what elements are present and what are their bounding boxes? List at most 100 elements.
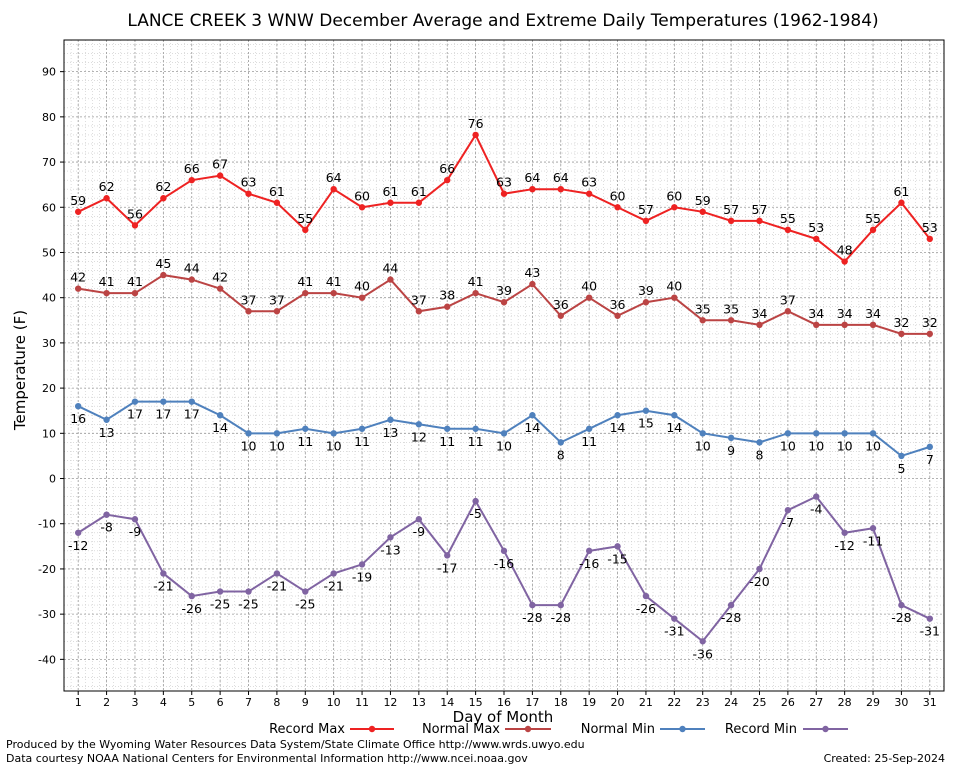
legend-marker-record-min (822, 725, 829, 733)
x-tick-label: 31 (923, 696, 937, 709)
normal-max-data-label: 34 (752, 306, 768, 321)
normal-min-data-label: 10 (865, 438, 881, 453)
normal-max-point (784, 308, 792, 315)
record-min-data-label: -9 (129, 524, 142, 539)
normal-min-data-label: 10 (808, 438, 824, 453)
record-max-data-label: 62 (99, 179, 115, 194)
record-max-point (302, 226, 309, 234)
x-tick-label: 17 (525, 696, 539, 709)
record-max-data-label: 60 (354, 188, 370, 203)
record-max-data-label: 55 (865, 211, 881, 226)
normal-max-point (529, 280, 536, 288)
normal-min-data-label: 14 (610, 420, 626, 435)
record-max-data-label: 57 (752, 202, 768, 217)
x-tick-label: 5 (188, 696, 195, 709)
x-tick-label: 8 (273, 696, 280, 709)
normal-max-point (103, 289, 110, 297)
normal-min-data-label: 10 (326, 438, 342, 453)
normal-max-point (131, 289, 139, 297)
record-max-point (188, 176, 195, 184)
record-max-point (585, 190, 593, 197)
record-max-point (358, 204, 366, 211)
record-max-data-label: 64 (326, 170, 342, 185)
normal-min-point (103, 416, 110, 423)
x-tick-label: 3 (131, 696, 138, 709)
normal-min-point (74, 402, 82, 410)
x-tick-label: 4 (160, 696, 167, 709)
record-max-data-label: 64 (553, 170, 569, 185)
record-min-point (387, 534, 394, 541)
normal-max-point (302, 289, 309, 297)
normal-min-point (358, 425, 366, 432)
y-tick-label: 0 (49, 473, 56, 486)
normal-min-data-label: 10 (780, 438, 796, 453)
normal-min-data-label: 14 (524, 420, 540, 435)
normal-min-data-label: 8 (756, 447, 764, 462)
normal-max-data-label: 37 (780, 292, 796, 307)
normal-min-data-label: 13 (382, 425, 398, 440)
normal-max-data-label: 37 (269, 292, 285, 307)
normal-max-data-label: 40 (581, 279, 597, 294)
normal-max-point (557, 312, 564, 319)
normal-min-data-label: 10 (695, 438, 711, 453)
record-min-point (74, 529, 82, 536)
normal-min-data-label: 8 (557, 447, 565, 462)
normal-max-data-label: 35 (723, 301, 739, 316)
record-max-data-label: 60 (610, 188, 626, 203)
record-min-data-label: -16 (579, 556, 599, 571)
normal-min-data-label: 17 (155, 407, 171, 422)
y-tick-label: 60 (42, 201, 56, 214)
normal-max-data-label: 41 (127, 274, 143, 289)
record-min-data-label: -7 (782, 515, 794, 530)
record-max-point (642, 217, 650, 225)
normal-min-point (216, 412, 224, 419)
normal-max-data-label: 41 (326, 274, 342, 289)
normal-min-data-label: 10 (241, 438, 257, 453)
normal-max-point (245, 308, 252, 315)
record-min-data-label: -5 (469, 506, 481, 521)
record-max-data-label: 61 (269, 184, 285, 199)
normal-max-point (472, 289, 479, 297)
normal-max-point (926, 330, 934, 338)
record-max-data-label: 76 (468, 116, 484, 131)
record-min-point (444, 552, 451, 559)
x-tick-label: 12 (383, 696, 397, 709)
record-max-point (756, 217, 763, 225)
record-max-point (160, 195, 167, 202)
record-min-data-label: -31 (664, 624, 684, 639)
x-tick-label: 19 (582, 696, 596, 709)
record-max-point (444, 176, 451, 184)
normal-max-point (188, 276, 195, 283)
normal-max-data-label: 42 (70, 270, 86, 285)
record-max-point (216, 172, 224, 179)
record-max-point (415, 199, 423, 206)
record-min-data-label: -17 (437, 560, 457, 575)
normal-max-data-label: 45 (155, 256, 171, 271)
record-max-data-label: 59 (695, 193, 711, 208)
normal-max-data-label: 42 (212, 270, 228, 285)
legend: Record Max Normal Max Normal Min Record Min (269, 722, 848, 737)
major-grid (64, 40, 944, 691)
record-max-point (784, 226, 792, 234)
record-max-data-label: 55 (297, 211, 313, 226)
normal-min-point (415, 421, 423, 428)
x-tick-label: 30 (894, 696, 908, 709)
record-min-point (529, 601, 536, 609)
normal-min-point (727, 434, 735, 442)
normal-max-data-label: 39 (638, 283, 654, 298)
record-max-point (131, 222, 139, 229)
normal-max-data-label: 32 (922, 315, 938, 330)
record-max-data-label: 56 (127, 206, 143, 221)
record-max-data-label: 59 (70, 193, 86, 208)
legend-label-record-max: Record Max (269, 722, 345, 737)
normal-max-point (216, 285, 224, 292)
footer-created-date: Created: 25-Sep-2024 (824, 752, 945, 765)
record-max-point (869, 226, 877, 234)
normal-min-point (898, 452, 905, 460)
record-max-point (926, 235, 934, 243)
normal-min-point (784, 430, 792, 437)
record-max-point (671, 204, 678, 211)
normal-min-point (926, 443, 934, 451)
record-max-point (74, 208, 82, 215)
